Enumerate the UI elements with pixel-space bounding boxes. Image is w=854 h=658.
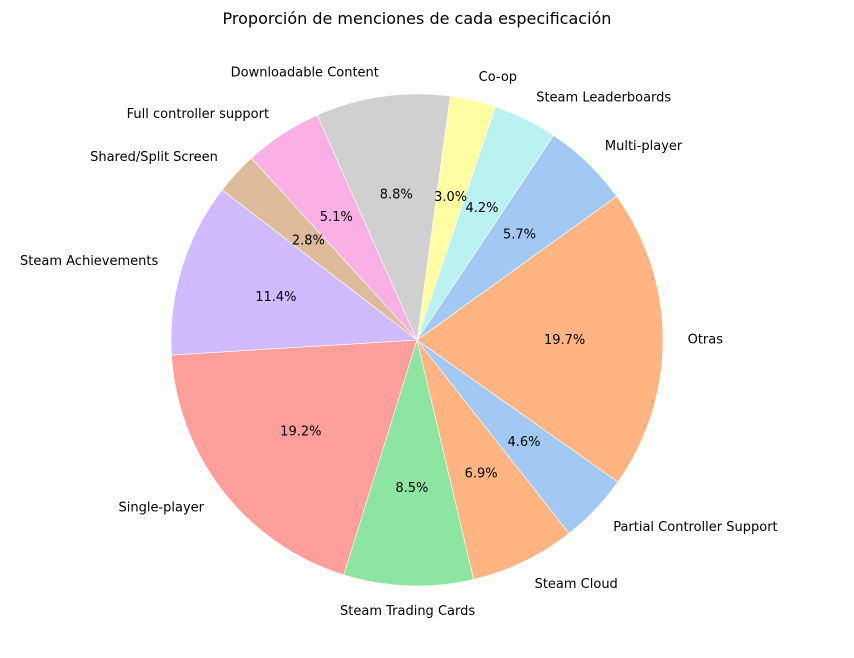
- pie-slice-otras: [416, 195, 664, 483]
- category-label-full-controller-support: Full controller support: [127, 107, 269, 122]
- pct-label-steam-achievements: 11.4%: [255, 290, 296, 305]
- pie-slice-downloadable-content: [316, 93, 451, 342]
- pct-label-full-controller-support: 5.1%: [320, 210, 353, 225]
- pie-slices: [170, 93, 664, 587]
- category-label-co-op: Co-op: [479, 70, 517, 85]
- category-label-steam-cloud: Steam Cloud: [535, 577, 618, 592]
- pct-label-multi-player: 5.7%: [503, 227, 536, 242]
- pct-label-steam-leaderboards: 4.2%: [466, 201, 499, 216]
- pie-slice-steam-trading-cards: [343, 338, 475, 587]
- category-label-single-player: Single-player: [119, 500, 205, 515]
- category-label-multi-player: Multi-player: [605, 139, 683, 154]
- pie-slice-steam-cloud: [416, 339, 570, 580]
- category-label-partial-controller-support: Partial Controller Support: [613, 520, 777, 535]
- category-label-otras: Otras: [688, 332, 724, 347]
- category-label-shared-split-screen: Shared/Split Screen: [90, 150, 218, 165]
- pct-label-shared-split-screen: 2.8%: [292, 234, 325, 249]
- chart-title: Proporción de menciones de cada especifi…: [223, 9, 612, 28]
- category-label-steam-achievements: Steam Achievements: [20, 254, 158, 269]
- pie-category-labels: Single-player Steam Trading Cards Steam Cl…: [20, 66, 778, 619]
- category-label-steam-leaderboards: Steam Leaderboards: [536, 91, 671, 106]
- pct-label-single-player: 19.2%: [280, 425, 321, 440]
- pct-label-otras: 19.7%: [544, 333, 585, 348]
- pct-label-co-op: 3.0%: [434, 190, 467, 205]
- pct-label-downloadable-content: 8.8%: [380, 187, 413, 202]
- pct-label-steam-cloud: 6.9%: [465, 466, 498, 481]
- pie-slice-steam-achievements: [170, 189, 418, 356]
- pie-percent-labels: 19.2% 8.5% 6.9% 4.6% 19.7% 5.7% 4.2%3.0% 8.8% 5.…: [255, 187, 585, 496]
- pie-slice-single-player: [171, 339, 418, 576]
- pct-label-steam-trading-cards: 8.5%: [395, 481, 428, 496]
- category-label-downloadable-content: Downloadable Content: [231, 66, 379, 81]
- category-label-steam-trading-cards: Steam Trading Cards: [340, 604, 475, 619]
- pct-label-partial-controller-support: 4.6%: [508, 435, 541, 450]
